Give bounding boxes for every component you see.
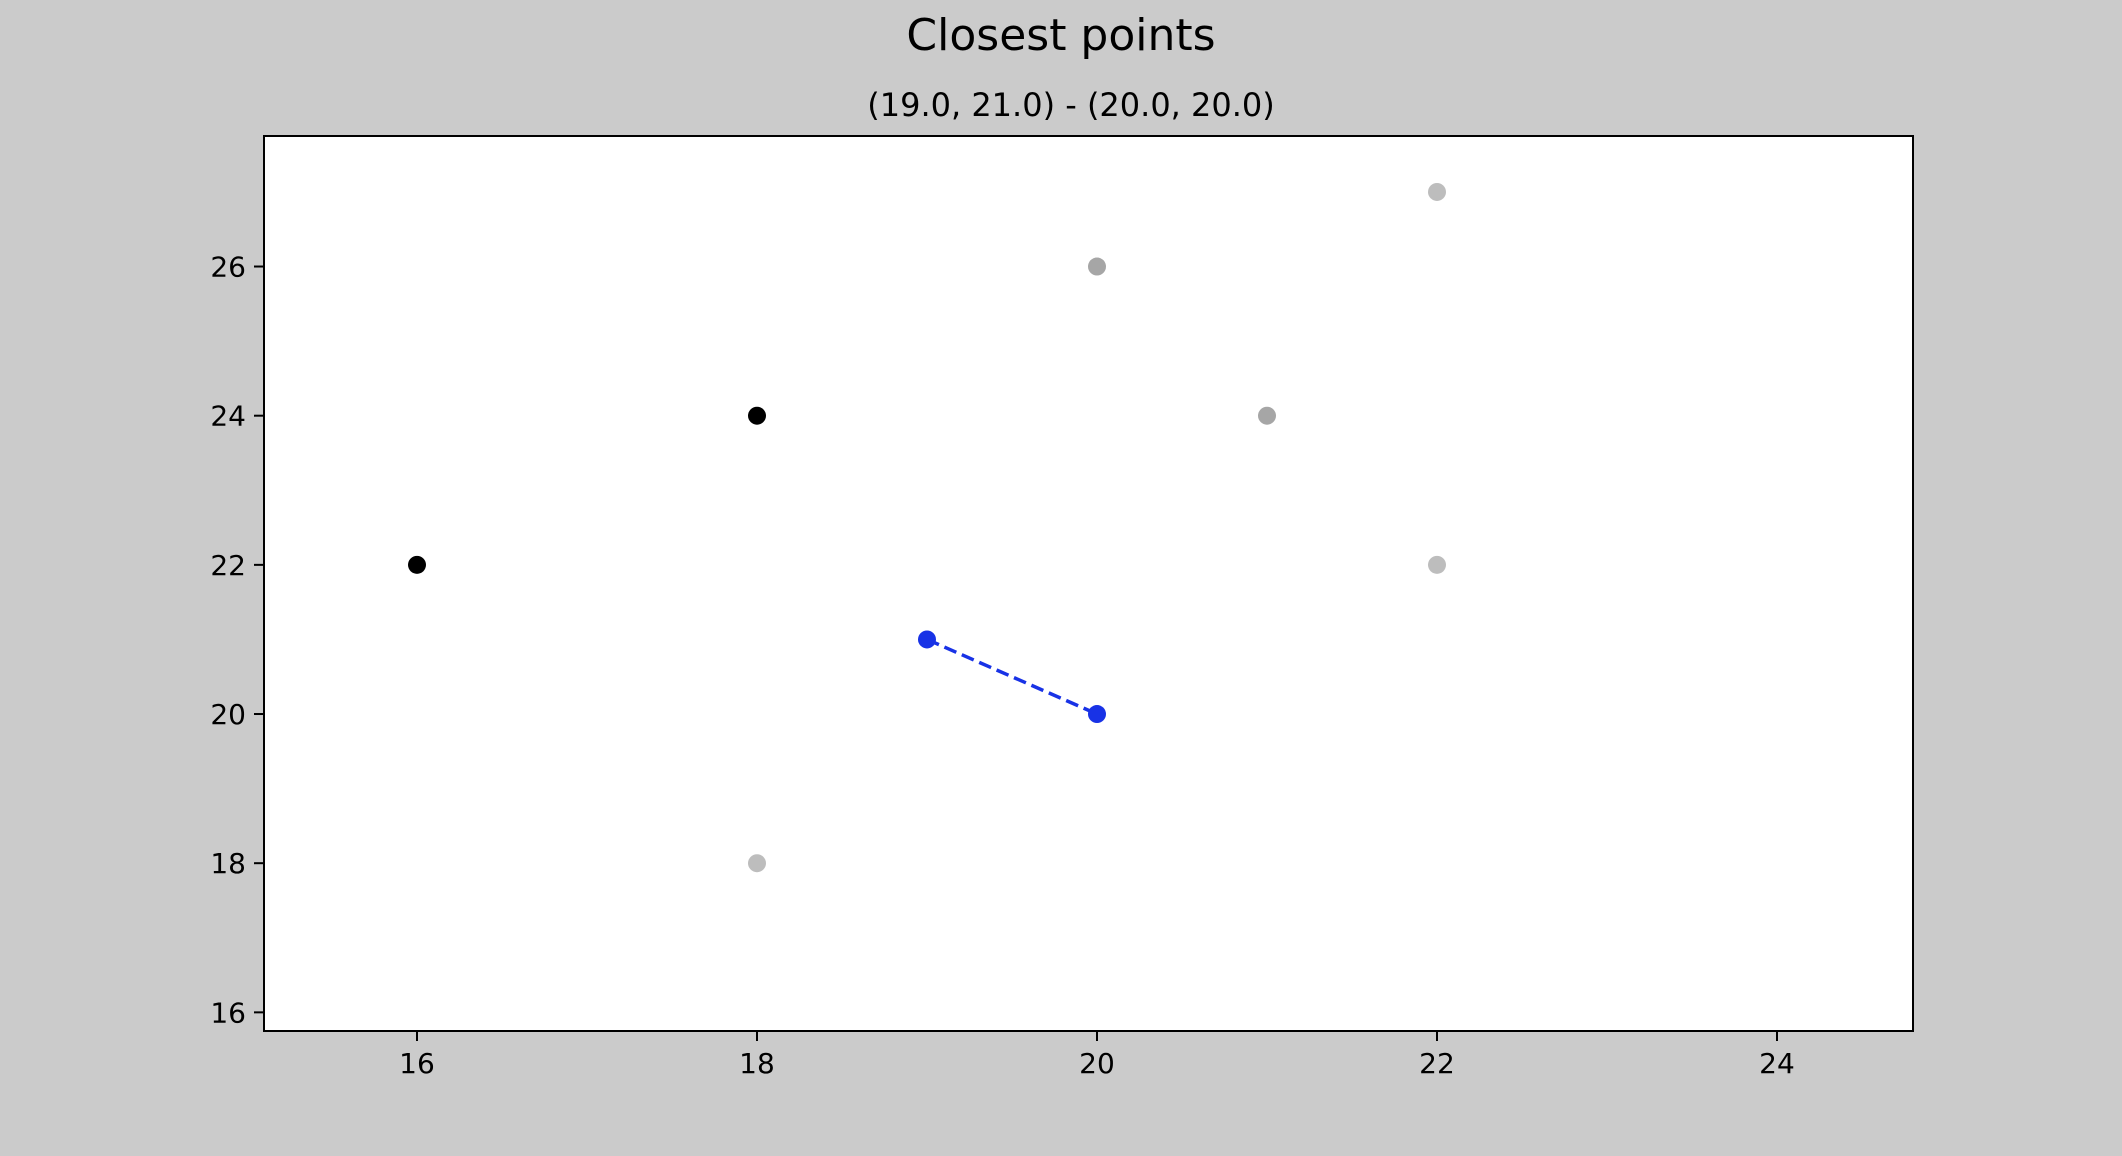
closest-pair-line bbox=[926, 637, 1098, 716]
plot-area bbox=[264, 136, 1913, 1031]
data-point bbox=[1428, 555, 1446, 574]
y-tick-label: 16 bbox=[210, 996, 246, 1029]
x-tick-label: 16 bbox=[399, 1047, 435, 1080]
x-tick-label: 22 bbox=[1419, 1047, 1455, 1080]
y-tick-label: 20 bbox=[210, 698, 246, 731]
data-point bbox=[1088, 705, 1106, 724]
data-point bbox=[1258, 406, 1276, 425]
y-tick-label: 26 bbox=[210, 251, 246, 284]
plot-frame bbox=[263, 135, 1914, 1032]
y-axis: 16 18 20 22 24 26 bbox=[210, 251, 264, 1029]
chart-subtitle: (19.0, 21.0) - (20.0, 20.0) bbox=[867, 86, 1275, 124]
x-tick-label: 24 bbox=[1759, 1047, 1795, 1080]
closest-pair-layer bbox=[926, 637, 1098, 716]
chart-title: Closest points bbox=[906, 10, 1215, 61]
x-tick-label: 20 bbox=[1079, 1047, 1115, 1080]
data-point bbox=[1428, 182, 1446, 201]
data-point bbox=[408, 555, 426, 574]
data-point bbox=[748, 854, 766, 873]
x-tick-label: 18 bbox=[739, 1047, 775, 1080]
y-tick-label: 22 bbox=[210, 549, 246, 582]
x-axis: 16 18 20 22 24 bbox=[399, 1031, 1795, 1080]
scatter-points bbox=[408, 182, 1446, 873]
data-point bbox=[918, 630, 936, 649]
data-point bbox=[748, 406, 766, 425]
y-tick-label: 18 bbox=[210, 847, 246, 880]
y-tick-label: 24 bbox=[210, 400, 246, 433]
data-point bbox=[1088, 257, 1106, 276]
